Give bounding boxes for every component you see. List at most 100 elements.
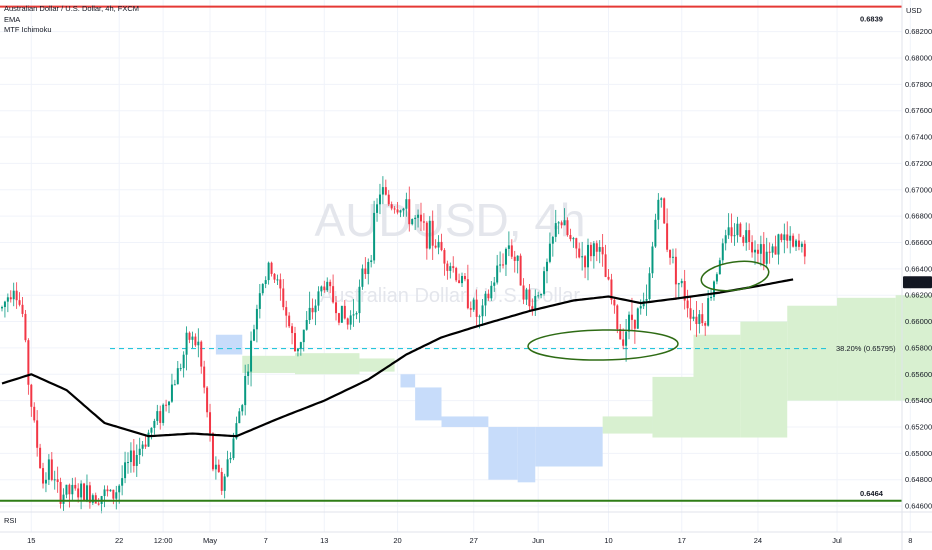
candle-up[interactable] xyxy=(156,411,159,421)
candle-down[interactable] xyxy=(211,433,214,470)
candle-down[interactable] xyxy=(613,299,616,306)
candle-down[interactable] xyxy=(194,336,197,346)
candle-up[interactable] xyxy=(724,235,727,244)
candle-up[interactable] xyxy=(71,484,74,495)
candle-down[interactable] xyxy=(112,489,115,499)
candle-up[interactable] xyxy=(244,375,247,406)
candle-down[interactable] xyxy=(220,471,223,491)
candle-up[interactable] xyxy=(545,261,548,272)
candle-down[interactable] xyxy=(780,234,783,241)
candle-up[interactable] xyxy=(53,479,56,481)
candle-down[interactable] xyxy=(279,279,282,289)
candle-up[interactable] xyxy=(789,235,792,241)
candle-up[interactable] xyxy=(671,256,674,258)
candle-up[interactable] xyxy=(276,279,279,281)
candle-up[interactable] xyxy=(124,462,127,479)
candle-down[interactable] xyxy=(323,286,326,291)
candle-up[interactable] xyxy=(651,246,654,274)
candle-down[interactable] xyxy=(94,495,97,504)
candle-down[interactable] xyxy=(68,484,71,495)
candle-down[interactable] xyxy=(209,412,212,434)
candle-up[interactable] xyxy=(367,261,370,275)
candle-up[interactable] xyxy=(150,427,153,433)
candle-down[interactable] xyxy=(595,243,598,252)
candle-down[interactable] xyxy=(519,255,522,286)
candle-up[interactable] xyxy=(91,495,94,503)
candle-up[interactable] xyxy=(85,485,88,501)
candle-up[interactable] xyxy=(126,462,129,464)
candle-up[interactable] xyxy=(103,489,106,497)
candle-down[interactable] xyxy=(786,234,789,241)
candle-up[interactable] xyxy=(162,404,165,423)
candle-down[interactable] xyxy=(50,459,53,480)
candle-up[interactable] xyxy=(314,305,317,313)
candle-down[interactable] xyxy=(695,316,698,325)
candle-up[interactable] xyxy=(516,255,519,261)
candle-up[interactable] xyxy=(540,293,543,296)
candle-up[interactable] xyxy=(264,280,267,284)
candle-down[interactable] xyxy=(273,273,276,280)
candle-up[interactable] xyxy=(3,301,6,308)
candle-down[interactable] xyxy=(24,313,27,341)
candle-down[interactable] xyxy=(610,279,613,300)
candle-up[interactable] xyxy=(402,208,405,211)
candle-up[interactable] xyxy=(504,248,507,265)
candle-down[interactable] xyxy=(522,285,525,300)
drawn-ellipse-support-zone[interactable] xyxy=(527,329,679,362)
candle-up[interactable] xyxy=(499,264,502,266)
candle-down[interactable] xyxy=(425,222,428,249)
candle-down[interactable] xyxy=(311,307,314,313)
candle-up[interactable] xyxy=(572,238,575,240)
candle-up[interactable] xyxy=(361,268,364,287)
candle-up[interactable] xyxy=(121,478,124,486)
candle-down[interactable] xyxy=(604,254,607,277)
rsi-pane-label[interactable]: RSI xyxy=(4,516,17,525)
candle-down[interactable] xyxy=(578,248,581,258)
candle-up[interactable] xyxy=(636,308,639,329)
candle-down[interactable] xyxy=(285,307,288,316)
candle-up[interactable] xyxy=(721,243,724,261)
candle-down[interactable] xyxy=(30,384,33,407)
candle-down[interactable] xyxy=(701,314,704,324)
candle-down[interactable] xyxy=(343,305,346,319)
candle-down[interactable] xyxy=(294,333,296,352)
candle-down[interactable] xyxy=(282,288,285,308)
candle-up[interactable] xyxy=(759,244,762,254)
candle-down[interactable] xyxy=(566,220,569,236)
candle-down[interactable] xyxy=(739,223,742,237)
candle-up[interactable] xyxy=(381,187,384,195)
candle-down[interactable] xyxy=(575,238,578,249)
candle-down[interactable] xyxy=(601,247,604,255)
candle-up[interactable] xyxy=(461,276,464,284)
candle-up[interactable] xyxy=(214,464,217,470)
candle-up[interactable] xyxy=(710,296,713,299)
candle-up[interactable] xyxy=(771,246,774,253)
candle-up[interactable] xyxy=(238,411,241,424)
candle-up[interactable] xyxy=(645,299,648,301)
candle-up[interactable] xyxy=(258,293,261,309)
symbol-title[interactable]: Australian Dollar / U.S. Dollar, 4h, FXC… xyxy=(4,4,140,13)
candle-up[interactable] xyxy=(349,315,352,325)
candle-down[interactable] xyxy=(803,243,806,257)
candle-down[interactable] xyxy=(15,290,18,301)
candle-up[interactable] xyxy=(168,401,171,406)
candle-up[interactable] xyxy=(405,199,408,209)
candle-up[interactable] xyxy=(232,438,235,459)
candle-down[interactable] xyxy=(329,281,332,287)
candle-down[interactable] xyxy=(469,308,472,310)
candle-down[interactable] xyxy=(384,187,387,195)
candle-up[interactable] xyxy=(660,198,663,200)
candle-up[interactable] xyxy=(241,405,244,412)
candle-up[interactable] xyxy=(414,217,417,220)
candle-up[interactable] xyxy=(129,450,132,463)
candle-up[interactable] xyxy=(299,342,302,349)
candle-up[interactable] xyxy=(320,286,323,292)
candle-down[interactable] xyxy=(270,262,273,274)
candle-up[interactable] xyxy=(563,220,566,226)
candle-down[interactable] xyxy=(774,246,777,255)
candle-down[interactable] xyxy=(689,308,692,319)
candle-down[interactable] xyxy=(762,244,765,264)
candle-down[interactable] xyxy=(589,244,592,257)
candle-up[interactable] xyxy=(481,305,484,317)
candle-down[interactable] xyxy=(59,481,62,504)
